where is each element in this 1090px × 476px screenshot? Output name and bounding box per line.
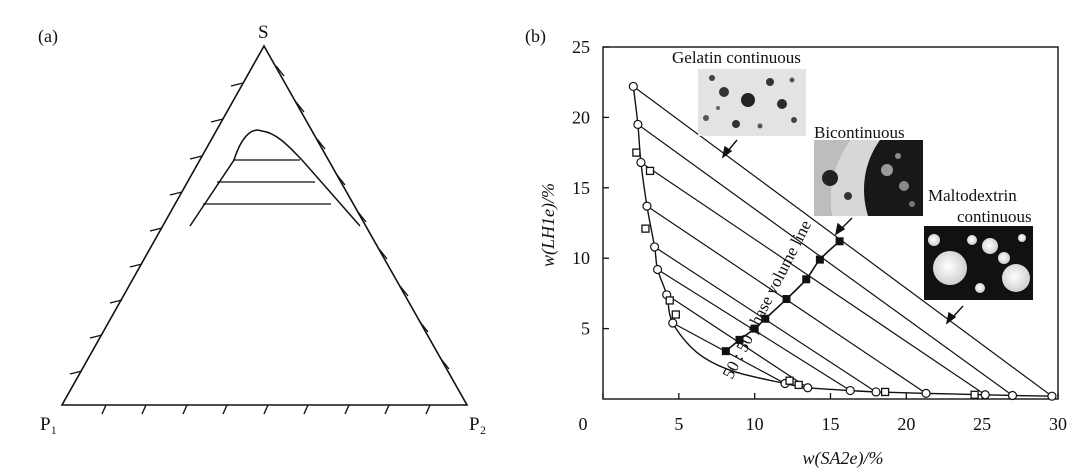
y-tick-label: 15	[572, 178, 590, 198]
x-tick-label: 20	[897, 414, 915, 434]
ternary-triangle	[60, 44, 469, 406]
x-axis-label: w(SA2e)/%	[803, 448, 884, 469]
open-square-point	[970, 390, 979, 399]
y-tick-label: 10	[572, 248, 590, 268]
x-tick-label: 25	[973, 414, 991, 434]
open-circle-point	[803, 383, 813, 393]
open-square-point	[794, 380, 803, 390]
panel-b-label: (b)	[525, 26, 546, 47]
y-tick-label: 25	[572, 37, 590, 57]
y-axis-label: w(LH1e)/%	[538, 183, 559, 267]
open-square-point	[785, 376, 794, 385]
filled-square-point	[782, 295, 791, 304]
open-square-point	[632, 148, 641, 157]
annotation-gelatin-continuous: Gelatin continuous	[672, 48, 801, 67]
x-tick-label: 0	[579, 414, 588, 434]
open-circle-point	[921, 388, 931, 398]
tie-line	[637, 123, 1013, 396]
open-circle-point	[871, 387, 881, 397]
filled-square-point	[750, 324, 759, 333]
filled-square-point	[761, 314, 770, 323]
axis-ticks: 0 5 10 15 20 25 30 5 10 15 20 25	[572, 37, 1067, 434]
open-square-point	[671, 310, 680, 319]
tie-line	[640, 161, 986, 396]
filled-square-point	[802, 275, 811, 284]
binodal-dome	[189, 129, 361, 227]
open-circle-point	[1047, 391, 1057, 401]
panel-a-label: (a)	[38, 26, 58, 47]
open-circle-point	[652, 264, 663, 275]
vertex-p1-label: P₁	[40, 414, 57, 435]
open-circle-point	[628, 81, 638, 92]
annotation-phase-volume-line: 50 : 50 phase volume line	[719, 217, 815, 382]
open-circle-point	[633, 119, 643, 130]
maltodextrin-continuous-micrograph	[924, 226, 1033, 300]
gelatin-continuous-micrograph	[698, 69, 806, 136]
open-square-point	[641, 224, 650, 233]
y-tick-label: 20	[572, 107, 590, 127]
x-tick-label: 10	[746, 414, 764, 434]
open-circle-point	[636, 157, 646, 168]
open-circle-point	[1007, 390, 1018, 401]
dome-tie-lines	[203, 159, 331, 205]
right-side-ticks	[275, 65, 450, 370]
left-side-ticks	[69, 82, 244, 375]
vertex-s-label: S	[258, 22, 269, 43]
x-tick-label: 15	[822, 414, 840, 434]
panel-b: (b) w(SA2e)/% w(LH1e)/% 0 5 10 15 20 25 30 5 10 1…	[525, 26, 1067, 469]
filled-square-point	[815, 255, 824, 264]
annotation-maltodextrin: Maltodextrin	[928, 186, 1017, 205]
annotation-arrows	[721, 139, 964, 325]
x-tick-label: 30	[1049, 414, 1067, 434]
open-square-point	[645, 166, 655, 176]
annotation-continuous: continuous	[957, 207, 1032, 226]
y-tick-label: 5	[581, 319, 590, 339]
open-circle-point	[649, 242, 660, 252]
panel-a: (a) S P₁ P₂	[38, 22, 486, 435]
open-circle-point	[980, 390, 990, 400]
data-markers	[628, 81, 1057, 401]
filled-square-point	[835, 237, 844, 246]
open-circle-point	[668, 318, 678, 328]
annotation-bicontinuous: Bicontinuous	[814, 123, 905, 142]
bicontinuous-micrograph	[814, 140, 923, 216]
bottom-ticks	[101, 404, 431, 415]
open-circle-point	[642, 201, 652, 211]
open-square-point	[880, 387, 890, 397]
x-tick-label: 5	[674, 414, 683, 434]
vertex-p2-label: P₂	[469, 414, 486, 435]
filled-square-point	[721, 347, 730, 356]
open-circle-point	[845, 385, 855, 396]
open-square-point	[665, 296, 674, 305]
filled-square-point	[735, 335, 744, 344]
